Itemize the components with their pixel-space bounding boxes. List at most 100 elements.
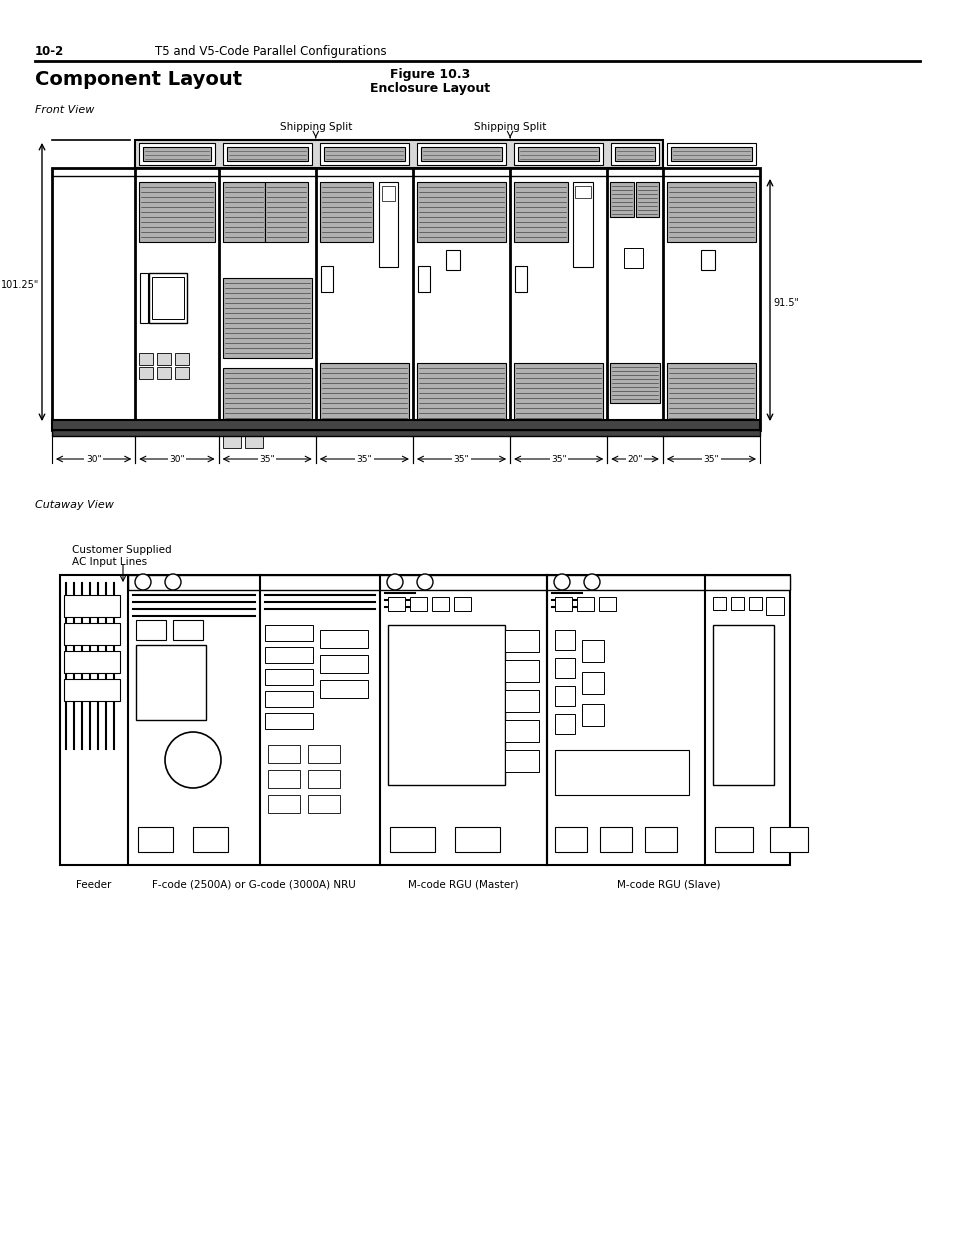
Bar: [128, 576, 789, 590]
Bar: [514, 182, 567, 242]
Bar: [222, 182, 265, 242]
Bar: [138, 827, 172, 852]
Bar: [420, 147, 501, 161]
Bar: [175, 353, 189, 366]
Bar: [175, 367, 189, 379]
Text: 35": 35": [259, 454, 274, 463]
Bar: [268, 795, 299, 813]
Text: Figure 10.3: Figure 10.3: [390, 68, 470, 82]
Bar: [265, 692, 313, 706]
Text: AC Input Lines: AC Input Lines: [71, 557, 147, 567]
Text: 35": 35": [356, 454, 372, 463]
Text: 101.25": 101.25": [1, 280, 39, 290]
Bar: [60, 576, 789, 864]
Bar: [432, 597, 449, 611]
Bar: [64, 595, 120, 618]
Bar: [454, 597, 471, 611]
Bar: [445, 249, 459, 270]
Bar: [555, 597, 572, 611]
Bar: [157, 353, 172, 366]
Bar: [712, 625, 774, 784]
Bar: [575, 186, 590, 198]
Bar: [765, 597, 783, 615]
Text: 91.5": 91.5": [772, 298, 799, 308]
Bar: [505, 630, 538, 652]
Bar: [319, 655, 368, 673]
Bar: [610, 363, 659, 403]
Bar: [514, 143, 602, 165]
Bar: [611, 143, 659, 165]
Bar: [555, 685, 575, 706]
Text: Cutaway View: Cutaway View: [35, 500, 113, 510]
Text: Shipping Split: Shipping Split: [279, 122, 352, 132]
Bar: [766, 597, 780, 610]
Bar: [265, 713, 313, 729]
Text: M-code RGU (Master): M-code RGU (Master): [408, 881, 518, 890]
Bar: [514, 363, 602, 429]
Bar: [599, 827, 631, 852]
Bar: [555, 714, 575, 734]
Bar: [416, 363, 506, 429]
Bar: [149, 273, 187, 324]
Bar: [308, 795, 339, 813]
Bar: [140, 273, 148, 324]
Bar: [222, 278, 312, 358]
Bar: [143, 147, 211, 161]
Bar: [505, 659, 538, 682]
Text: 35": 35": [550, 454, 566, 463]
Bar: [388, 597, 405, 611]
Circle shape: [554, 574, 569, 590]
Bar: [139, 353, 153, 366]
Bar: [64, 651, 120, 673]
Bar: [636, 182, 659, 217]
Text: F-code (2500A) or G-code (3000A) NRU: F-code (2500A) or G-code (3000A) NRU: [152, 881, 355, 890]
Circle shape: [135, 574, 151, 590]
Bar: [581, 640, 603, 662]
Bar: [135, 140, 662, 168]
Text: Shipping Split: Shipping Split: [474, 122, 546, 132]
Bar: [381, 186, 395, 201]
Bar: [320, 266, 333, 291]
Text: 35": 35": [703, 454, 719, 463]
Bar: [139, 182, 214, 242]
Bar: [455, 827, 499, 852]
Bar: [610, 182, 633, 217]
Bar: [222, 433, 240, 448]
Bar: [323, 147, 404, 161]
Bar: [515, 266, 527, 291]
Bar: [244, 433, 262, 448]
Bar: [52, 420, 760, 430]
Bar: [598, 597, 616, 611]
Bar: [378, 182, 398, 267]
Text: 10-2: 10-2: [35, 44, 64, 58]
Bar: [136, 620, 166, 640]
Bar: [666, 182, 755, 242]
Text: Component Layout: Component Layout: [35, 70, 242, 89]
Bar: [136, 645, 206, 720]
Bar: [172, 620, 203, 640]
Bar: [623, 248, 642, 268]
Circle shape: [583, 574, 599, 590]
Bar: [644, 827, 677, 852]
Circle shape: [165, 574, 181, 590]
Text: 35": 35": [454, 454, 469, 463]
Bar: [222, 143, 312, 165]
Bar: [730, 597, 743, 610]
Bar: [505, 750, 538, 772]
Bar: [555, 658, 575, 678]
Bar: [139, 367, 153, 379]
Bar: [555, 630, 575, 650]
Bar: [319, 143, 409, 165]
Bar: [319, 182, 373, 242]
Bar: [410, 597, 427, 611]
Text: Feeder: Feeder: [76, 881, 112, 890]
Bar: [581, 672, 603, 694]
Bar: [581, 704, 603, 726]
Bar: [265, 669, 313, 685]
Bar: [308, 745, 339, 763]
Bar: [268, 745, 299, 763]
Bar: [670, 147, 751, 161]
Bar: [222, 368, 312, 429]
Bar: [319, 363, 409, 429]
Bar: [417, 266, 430, 291]
